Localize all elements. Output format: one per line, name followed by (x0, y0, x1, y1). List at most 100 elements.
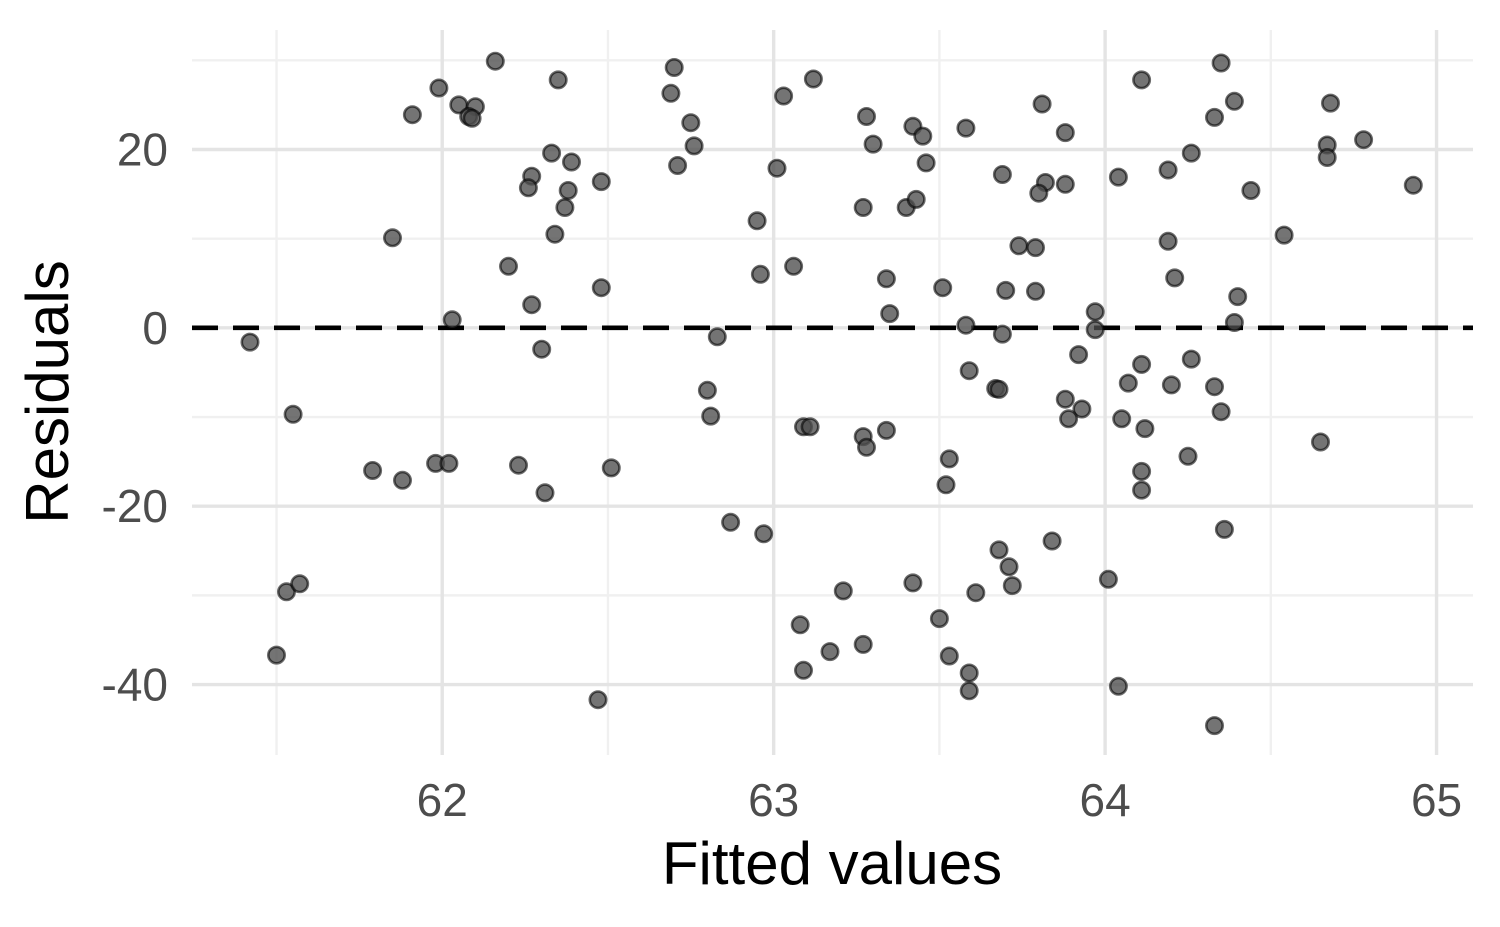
data-point (1354, 130, 1374, 150)
data-point (999, 557, 1019, 577)
data-point (1211, 53, 1231, 73)
data-point (959, 681, 979, 701)
data-point (1165, 268, 1185, 288)
data-point (392, 470, 412, 490)
data-point (1132, 354, 1152, 374)
data-point (1161, 375, 1181, 395)
data-point (856, 107, 876, 127)
data-point (880, 304, 900, 324)
data-point (1178, 446, 1198, 466)
data-point (442, 310, 462, 330)
data-point (750, 264, 770, 284)
data-point (793, 660, 813, 680)
data-point (853, 198, 873, 218)
data-point (684, 136, 704, 156)
data-point (1181, 349, 1201, 369)
data-point (668, 156, 688, 176)
data-point (1055, 174, 1075, 194)
data-point (1181, 143, 1201, 163)
data-point (402, 105, 422, 125)
data-point (1085, 320, 1105, 340)
data-point (800, 417, 820, 437)
data-point (903, 573, 923, 593)
data-point (485, 51, 505, 71)
data-point (664, 57, 684, 77)
data-point (1321, 93, 1341, 113)
data-point (1026, 281, 1046, 301)
data-point (429, 78, 449, 98)
data-point (992, 165, 1012, 185)
data-point (876, 420, 896, 440)
data-point (701, 406, 721, 426)
data-point (959, 663, 979, 683)
data-point (863, 134, 883, 154)
data-point (498, 256, 518, 276)
data-point (959, 361, 979, 381)
data-point (916, 153, 936, 173)
x-tick-label: 65 (1411, 774, 1462, 826)
data-point (939, 646, 959, 666)
data-point (956, 118, 976, 138)
y-axis-tick-labels: 20 0 -20 -40 (102, 123, 168, 710)
data-point (1241, 181, 1261, 201)
data-point (439, 453, 459, 473)
data-point (1009, 236, 1029, 256)
data-point (661, 83, 681, 103)
data-point (1108, 676, 1128, 696)
data-point (833, 581, 853, 601)
data-point (1108, 167, 1128, 187)
data-point (1042, 531, 1062, 551)
data-point (591, 172, 611, 192)
data-point (588, 690, 608, 710)
data-point (966, 583, 986, 603)
data-point (1274, 225, 1294, 245)
data-point (790, 615, 810, 635)
data-point (956, 315, 976, 335)
data-point (939, 449, 959, 469)
x-tick-label: 63 (748, 774, 799, 826)
data-point (522, 295, 542, 315)
data-point (558, 181, 578, 201)
data-point (1002, 576, 1022, 596)
y-tick-label: -40 (102, 659, 168, 711)
data-point (1224, 91, 1244, 111)
data-point (542, 143, 562, 163)
y-tick-label: -20 (102, 480, 168, 532)
data-point (803, 69, 823, 89)
data-point (876, 269, 896, 289)
data-point (548, 70, 568, 90)
data-point (1059, 409, 1079, 429)
data-point (1132, 70, 1152, 90)
data-point (992, 324, 1012, 344)
data-point (1132, 461, 1152, 481)
data-point (1228, 287, 1248, 307)
data-point (853, 634, 873, 654)
data-point (774, 86, 794, 106)
data-point (721, 512, 741, 532)
data-point (1132, 480, 1152, 500)
data-point (913, 126, 933, 146)
data-point (518, 178, 538, 198)
data-point (747, 211, 767, 231)
data-point (535, 483, 555, 503)
data-point (1098, 569, 1118, 589)
data-point (767, 158, 787, 178)
data-point (1317, 148, 1337, 168)
data-point (240, 332, 260, 352)
data-point (1311, 432, 1331, 452)
data-point (508, 455, 528, 475)
data-point (1211, 402, 1231, 422)
data-point (1032, 94, 1052, 114)
data-point (1205, 716, 1225, 736)
data-point (1085, 302, 1105, 322)
data-point (1158, 160, 1178, 180)
data-point (1205, 377, 1225, 397)
data-point (555, 198, 575, 218)
data-points (240, 51, 1423, 736)
data-point (532, 339, 552, 359)
data-point (1055, 123, 1075, 143)
y-axis-title: Residuals (14, 260, 81, 523)
data-point (856, 437, 876, 457)
